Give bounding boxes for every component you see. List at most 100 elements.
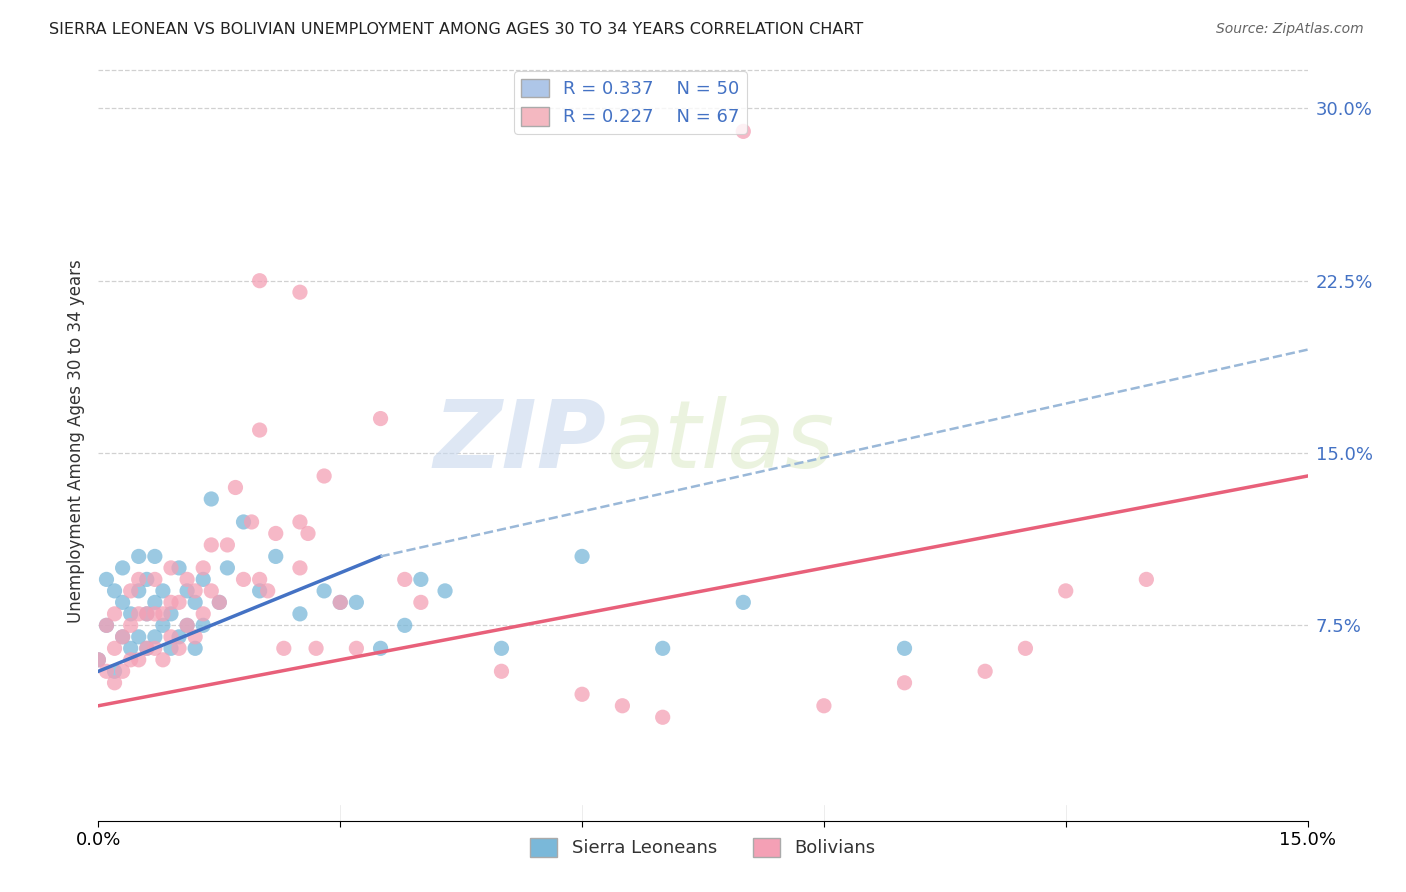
Point bbox=[111, 665, 134, 679]
Y-axis label: Unemployment Among Ages 30 to 34 years: Unemployment Among Ages 30 to 34 years bbox=[66, 260, 84, 624]
Point bbox=[288, 515, 311, 529]
Point bbox=[111, 595, 134, 609]
Point bbox=[224, 481, 246, 495]
Point bbox=[152, 618, 174, 632]
Point bbox=[87, 653, 110, 667]
Point bbox=[96, 618, 118, 632]
Point bbox=[249, 583, 271, 598]
Point bbox=[200, 538, 222, 552]
Point bbox=[370, 411, 392, 425]
Point bbox=[288, 561, 311, 575]
Point bbox=[176, 583, 198, 598]
Point bbox=[152, 607, 174, 621]
Point bbox=[184, 630, 207, 644]
Point bbox=[167, 630, 190, 644]
Legend: Sierra Leoneans, Bolivians: Sierra Leoneans, Bolivians bbox=[523, 830, 883, 864]
Point bbox=[160, 561, 183, 575]
Point bbox=[409, 573, 432, 587]
Point bbox=[344, 641, 367, 656]
Point bbox=[434, 583, 457, 598]
Point bbox=[103, 665, 125, 679]
Point bbox=[152, 583, 174, 598]
Point bbox=[128, 573, 150, 587]
Point bbox=[329, 595, 352, 609]
Point bbox=[135, 607, 157, 621]
Point bbox=[143, 607, 166, 621]
Point bbox=[111, 630, 134, 644]
Point bbox=[813, 698, 835, 713]
Point bbox=[193, 573, 215, 587]
Point bbox=[143, 595, 166, 609]
Point bbox=[128, 607, 150, 621]
Point bbox=[103, 583, 125, 598]
Point bbox=[733, 124, 755, 138]
Point bbox=[612, 698, 634, 713]
Point bbox=[128, 549, 150, 564]
Point bbox=[217, 538, 239, 552]
Point bbox=[193, 618, 215, 632]
Point bbox=[571, 549, 593, 564]
Point bbox=[249, 573, 271, 587]
Point bbox=[394, 573, 416, 587]
Point bbox=[344, 595, 367, 609]
Point bbox=[651, 641, 673, 656]
Point bbox=[1135, 573, 1157, 587]
Point bbox=[135, 641, 157, 656]
Point bbox=[176, 618, 198, 632]
Point bbox=[893, 675, 915, 690]
Point bbox=[103, 607, 125, 621]
Point bbox=[152, 653, 174, 667]
Point bbox=[305, 641, 328, 656]
Point bbox=[176, 573, 198, 587]
Point bbox=[232, 515, 254, 529]
Point bbox=[491, 665, 513, 679]
Point bbox=[176, 618, 198, 632]
Point bbox=[143, 641, 166, 656]
Point bbox=[288, 285, 311, 300]
Point bbox=[264, 526, 287, 541]
Point bbox=[120, 607, 142, 621]
Point bbox=[111, 630, 134, 644]
Point bbox=[120, 653, 142, 667]
Point bbox=[329, 595, 352, 609]
Point bbox=[143, 549, 166, 564]
Point bbox=[128, 630, 150, 644]
Point bbox=[370, 641, 392, 656]
Point bbox=[256, 583, 278, 598]
Point bbox=[103, 641, 125, 656]
Point bbox=[200, 491, 222, 506]
Point bbox=[96, 573, 118, 587]
Point bbox=[200, 583, 222, 598]
Point bbox=[184, 583, 207, 598]
Point bbox=[409, 595, 432, 609]
Point bbox=[217, 561, 239, 575]
Point bbox=[184, 595, 207, 609]
Point bbox=[87, 653, 110, 667]
Point bbox=[143, 573, 166, 587]
Text: Source: ZipAtlas.com: Source: ZipAtlas.com bbox=[1216, 22, 1364, 37]
Point bbox=[160, 595, 183, 609]
Point bbox=[297, 526, 319, 541]
Point bbox=[167, 595, 190, 609]
Point bbox=[208, 595, 231, 609]
Point bbox=[111, 561, 134, 575]
Point bbox=[135, 607, 157, 621]
Point bbox=[249, 274, 271, 288]
Point bbox=[160, 630, 183, 644]
Point bbox=[120, 641, 142, 656]
Point bbox=[1054, 583, 1077, 598]
Point bbox=[143, 630, 166, 644]
Point bbox=[128, 653, 150, 667]
Point bbox=[394, 618, 416, 632]
Point bbox=[167, 641, 190, 656]
Point bbox=[273, 641, 295, 656]
Text: ZIP: ZIP bbox=[433, 395, 606, 488]
Point bbox=[249, 423, 271, 437]
Point bbox=[1014, 641, 1036, 656]
Point bbox=[974, 665, 997, 679]
Point bbox=[232, 573, 254, 587]
Point bbox=[193, 561, 215, 575]
Point bbox=[128, 583, 150, 598]
Text: SIERRA LEONEAN VS BOLIVIAN UNEMPLOYMENT AMONG AGES 30 TO 34 YEARS CORRELATION CH: SIERRA LEONEAN VS BOLIVIAN UNEMPLOYMENT … bbox=[49, 22, 863, 37]
Point bbox=[193, 607, 215, 621]
